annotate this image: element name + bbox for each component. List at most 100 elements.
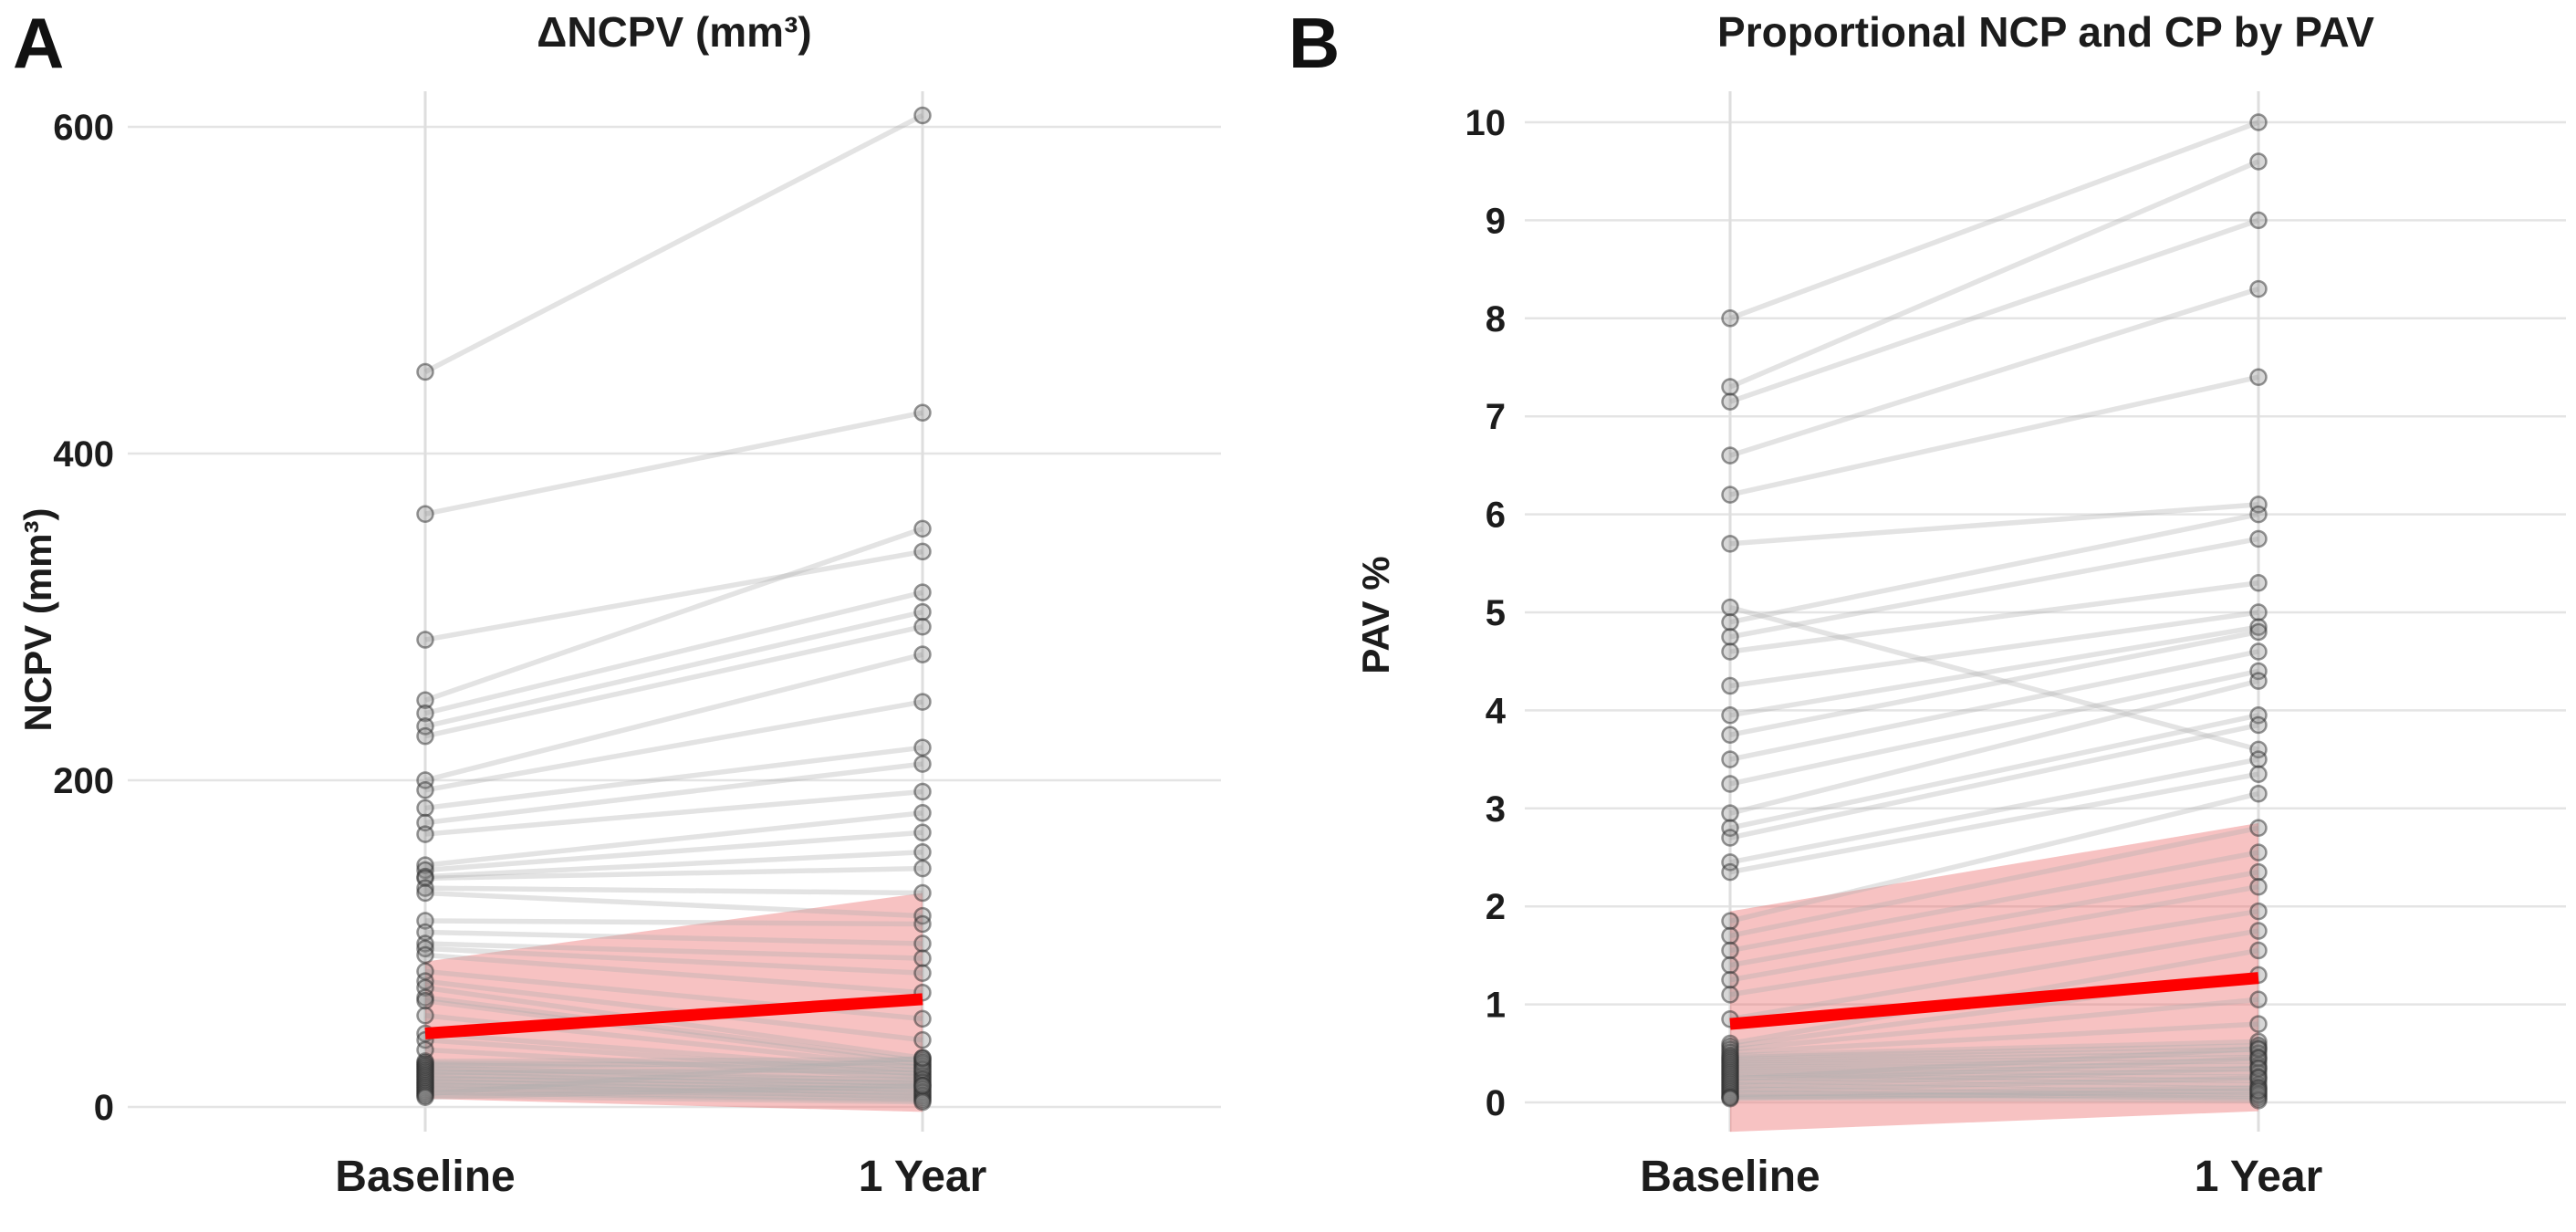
ci-band — [425, 893, 923, 1112]
data-point — [2249, 941, 2268, 960]
pair-line — [424, 1071, 923, 1091]
data-point — [1721, 485, 1739, 504]
data-point — [2249, 505, 2268, 524]
pair-line — [1729, 668, 2259, 787]
data-point — [913, 782, 932, 801]
y-tick-label: 5 — [1486, 593, 1506, 633]
data-point — [416, 1007, 434, 1025]
y-tick-label: 200 — [53, 761, 114, 801]
y-tick-label: 10 — [1465, 103, 1507, 143]
data-point — [2249, 152, 2268, 171]
pair-line — [1729, 884, 2259, 983]
data-point — [913, 949, 932, 967]
pair-line — [1729, 120, 2259, 321]
pair-line — [424, 1080, 923, 1089]
pair-line — [424, 1057, 923, 1064]
panel-b-y-axis-title: PAV % — [1354, 556, 1397, 674]
panel-a-title: ΔNCPV (mm³) — [537, 8, 812, 56]
data-point — [416, 879, 434, 897]
pair-line — [1729, 1059, 2259, 1068]
mean-trend-line — [1729, 972, 2259, 1030]
data-point — [416, 362, 434, 381]
pair-line — [424, 1081, 923, 1101]
y-tick-label: 7 — [1486, 397, 1506, 437]
data-point — [2249, 368, 2268, 386]
pair-line — [1729, 1065, 2259, 1090]
pair-line — [424, 997, 923, 1068]
data-point — [2249, 715, 2268, 735]
data-point — [2249, 902, 2268, 921]
pair-line — [1729, 850, 2259, 954]
pair-line — [424, 1078, 923, 1097]
data-point — [2249, 672, 2268, 690]
data-point — [2249, 843, 2268, 861]
data-point — [1721, 535, 1739, 553]
pair-line — [424, 1076, 923, 1085]
pair-line — [424, 1068, 923, 1087]
data-point — [2249, 603, 2268, 621]
pair-line — [424, 810, 923, 868]
data-point — [2249, 618, 2268, 636]
panel-b-letter: B — [1288, 3, 1340, 83]
data-point — [913, 519, 932, 538]
pair-line — [1729, 1070, 2259, 1080]
data-point — [1721, 309, 1739, 328]
pair-line — [1728, 159, 2260, 390]
data-point — [913, 1076, 932, 1095]
pair-line — [1729, 1046, 2259, 1081]
pair-line — [424, 1060, 923, 1069]
pair-line — [1729, 771, 2259, 875]
pair-line — [1729, 1068, 2259, 1076]
data-point — [1721, 628, 1739, 646]
pair-line — [1729, 1094, 2259, 1103]
pair-line — [1729, 1039, 2259, 1059]
pair-line — [1729, 757, 2259, 865]
panel-b-xlabel-1year: 1 Year — [2194, 1153, 2323, 1201]
data-point — [416, 799, 434, 818]
data-point — [1721, 775, 1739, 793]
pair-line — [1729, 624, 2259, 718]
pair-line — [424, 1082, 923, 1092]
data-point — [913, 542, 932, 561]
pair-line — [424, 624, 923, 739]
pair-line — [1729, 502, 2259, 547]
y-tick-label: 600 — [53, 108, 114, 148]
data-point — [2249, 622, 2268, 642]
data-point — [913, 106, 932, 125]
data-point — [913, 602, 932, 621]
data-point — [913, 883, 932, 903]
data-point — [913, 583, 932, 601]
pair-line — [424, 1084, 923, 1095]
pair-line — [424, 1037, 923, 1077]
pair-line — [424, 941, 923, 961]
pair-line — [424, 945, 923, 976]
data-point — [2249, 819, 2268, 838]
pair-line — [424, 1092, 923, 1105]
y-tick-label: 1 — [1486, 986, 1506, 1026]
pair-line — [424, 1055, 923, 1097]
pair-line — [424, 548, 923, 642]
pair-line — [1729, 722, 2259, 840]
pair-line — [424, 788, 923, 837]
pair-line — [1729, 1074, 2259, 1088]
pair-line — [1729, 997, 2259, 1052]
pair-line — [424, 410, 923, 517]
pair-line — [1729, 1075, 2259, 1093]
data-point — [1721, 1089, 1739, 1108]
pair-line — [424, 830, 923, 873]
data-point — [1721, 829, 1739, 847]
data-point — [416, 691, 434, 710]
data-point — [416, 780, 434, 799]
data-point — [416, 704, 434, 723]
pair-line — [1729, 1062, 2259, 1070]
pair-line — [1729, 678, 2259, 816]
pair-line — [1729, 580, 2259, 654]
data-point — [2249, 1015, 2268, 1033]
data-point — [913, 804, 932, 822]
y-tick-label: 3 — [1486, 789, 1506, 830]
y-tick-label: 0 — [94, 1088, 114, 1128]
data-point — [913, 738, 932, 757]
pair-line — [424, 1067, 923, 1076]
pair-line — [1729, 1072, 2259, 1084]
data-point — [913, 914, 932, 934]
